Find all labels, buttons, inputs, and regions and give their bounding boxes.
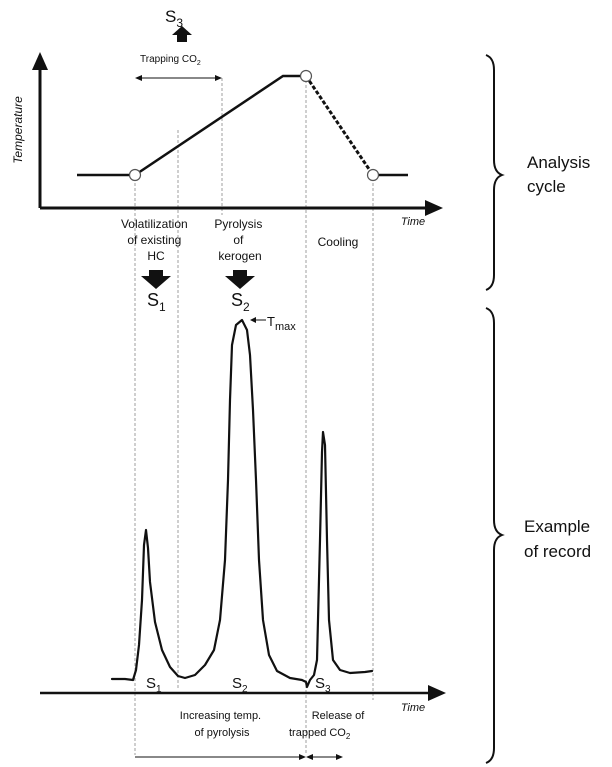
peak-temp-marker [299,69,313,83]
bottom-x-axis-label: Time [401,702,425,714]
s3-area-label: S3 [315,675,331,695]
analysis-cycle-label: Analysis cycle [527,153,595,196]
s2-peak-header: S2 [231,290,250,314]
example-record-brace [485,307,505,764]
release-label-line2: trapped CO2 [289,727,351,741]
trapping-co2-label: Trapping CO2 [140,54,201,67]
side-braces [485,54,505,764]
trapping-arrow-right-head [215,75,222,81]
tmax-label: Tmax [267,314,296,333]
tmax-pointer-head [250,317,256,323]
end-point-marker [366,168,380,182]
release-label-line1: Release of [312,710,366,722]
analysis-cycle-brace [485,54,505,291]
temperature-program-line [77,74,306,177]
s2-down-arrow [225,270,255,289]
bottom-x-axis-arrow [428,685,446,701]
s1-area-label: S1 [146,675,162,695]
s2-area-label: S2 [232,675,248,695]
cooling-dashed-line [304,75,375,176]
guide-lines [134,78,374,755]
top-y-axis-label: Temperature [11,96,25,164]
example-record-label: Example of record [524,517,595,561]
top-y-axis-arrow [32,52,48,70]
trapping-arrow-left-head [135,75,142,81]
top-x-axis-arrow [425,200,443,216]
pyrogram-trace [110,318,374,689]
pyrolysis-label: Pyrolysis of kerogen [214,217,265,263]
pyrolysis-arrow-right-head [299,754,306,760]
volatilization-label: Volatilization of existing HC [121,217,191,263]
s3-top-label: S3 [165,7,183,30]
bottom-chart: Time S1 S2 S3 Increasing temp. of pyroly… [40,318,446,760]
top-chart: Temperature Time S3 Trapping CO2 [11,7,443,228]
start-point-marker [128,168,142,182]
s1-down-arrow [141,270,171,289]
top-x-axis-label: Time [401,216,425,228]
release-arrow-right-head [336,754,343,760]
cooling-label: Cooling [318,235,359,249]
s3-up-arrow [172,26,192,42]
increasing-temp-label: Increasing temp. of pyrolysis [180,710,264,739]
phase-labels: Volatilization of existing HC Pyrolysis … [121,217,358,333]
release-arrow-left-head [306,754,313,760]
s1-peak-header: S1 [147,290,166,314]
